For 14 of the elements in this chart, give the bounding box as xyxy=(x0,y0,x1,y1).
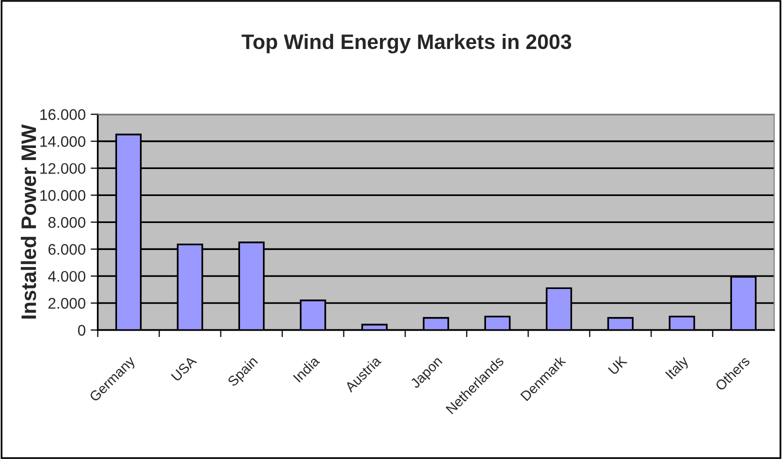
y-tick-label: 0 xyxy=(78,324,86,336)
y-tick-label: 6.000 xyxy=(48,244,86,255)
x-tick-label: USA xyxy=(170,355,198,382)
y-tick-label: 8.000 xyxy=(48,217,86,228)
y-tick-label: 4.000 xyxy=(48,270,86,282)
y-tick-label: 2.000 xyxy=(48,298,86,309)
chart-title: Top Wind Energy Markets in 2003 xyxy=(242,34,572,54)
y-tick-label: 10.000 xyxy=(40,190,86,201)
x-tick-label: Italy xyxy=(664,355,692,382)
y-tick-label: 16.000 xyxy=(40,109,86,120)
x-tick-label: UK xyxy=(608,355,628,376)
y-tick-label: 12.000 xyxy=(40,163,86,174)
y-tick-label: 14.000 xyxy=(40,136,86,147)
y-axis-title: Installed Power MW xyxy=(20,124,36,319)
